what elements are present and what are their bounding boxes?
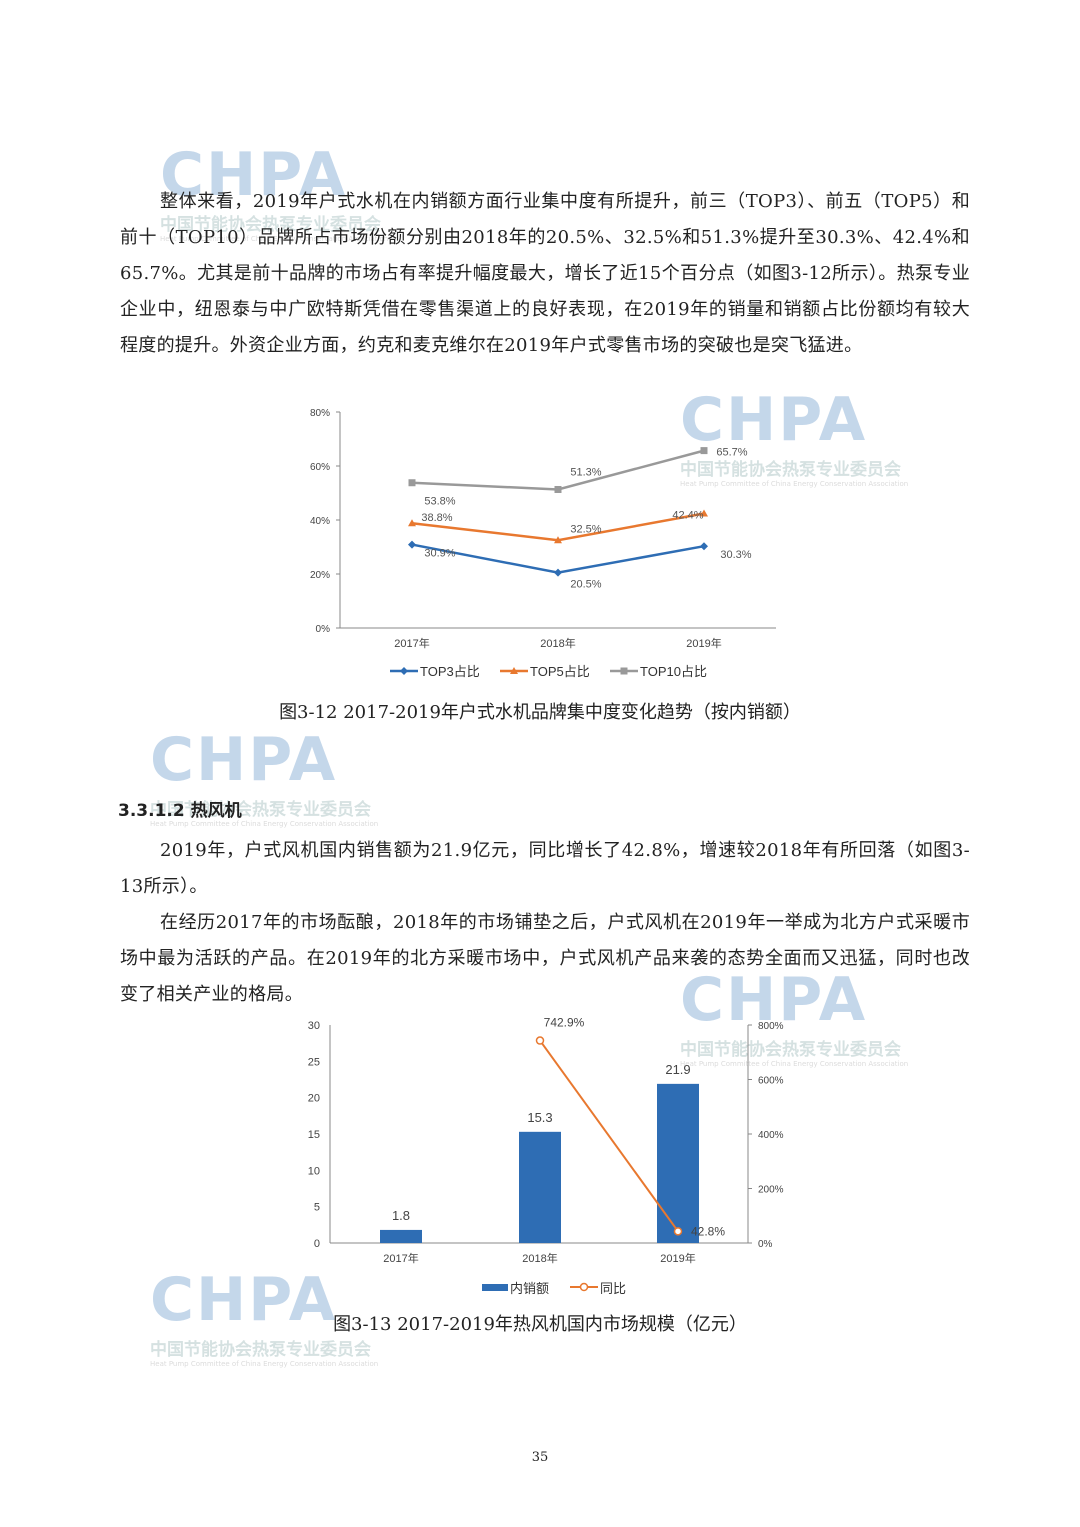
data-label: 20.5% bbox=[570, 579, 601, 591]
x-tick-label: 2017年 bbox=[394, 636, 429, 650]
y-tick-label: 80% bbox=[310, 408, 330, 419]
bar-label: 15.3 bbox=[527, 1110, 552, 1125]
y2-tick-label: 600% bbox=[758, 1076, 784, 1087]
x-tick-label: 2018年 bbox=[540, 636, 575, 650]
figure-caption-3-12: 图3-12 2017-2019年户式水机品牌集中度变化趋势（按内销额） bbox=[279, 702, 801, 723]
legend-label: 同比 bbox=[600, 1281, 626, 1296]
data-label: 51.3% bbox=[570, 466, 601, 478]
data-point bbox=[700, 509, 708, 517]
x-tick-label: 2017年 bbox=[383, 1251, 418, 1265]
legend-marker bbox=[620, 667, 628, 675]
paragraph-1: 整体来看，2019年户式水机在内销额方面行业集中度有所提升，前三（TOP3）、前… bbox=[120, 191, 970, 356]
y-tick-label: 20 bbox=[308, 1093, 320, 1105]
section-heading: 3.3.1.2 热风机 bbox=[118, 801, 242, 821]
y-tick-label: 60% bbox=[310, 462, 330, 473]
data-label: 30.9% bbox=[424, 548, 455, 560]
data-label: 65.7% bbox=[716, 447, 747, 459]
legend-bar-swatch bbox=[482, 1284, 508, 1291]
y-tick-label: 0 bbox=[314, 1238, 320, 1250]
data-point bbox=[408, 479, 416, 487]
y2-tick-label: 200% bbox=[758, 1185, 784, 1196]
legend-marker bbox=[579, 1282, 589, 1292]
x-tick-label: 2019年 bbox=[660, 1251, 695, 1265]
x-tick-label: 2018年 bbox=[522, 1251, 557, 1265]
legend-label: TOP5占比 bbox=[530, 664, 590, 679]
data-label: 53.8% bbox=[424, 496, 455, 508]
y-tick-label: 40% bbox=[310, 516, 330, 527]
data-label: 38.8% bbox=[421, 512, 452, 524]
bar-chart-hot-air-market: 0 5 10 15 20 25 30 0% 200% 400% 600% 800% 2017年 2018年… bbox=[308, 1016, 784, 1296]
line-label: 42.8% bbox=[691, 1224, 725, 1238]
data-point bbox=[700, 447, 708, 455]
y2-tick-label: 0% bbox=[758, 1239, 773, 1250]
legend-marker bbox=[510, 667, 518, 674]
data-point bbox=[554, 485, 562, 493]
data-point bbox=[673, 1227, 683, 1236]
series-line-TOP3占比 bbox=[411, 543, 705, 574]
legend-marker bbox=[400, 667, 408, 675]
y2-tick-label: 400% bbox=[758, 1130, 784, 1141]
y-tick-label: 30 bbox=[308, 1020, 320, 1032]
line-chart-brand-concentration: 0% 20% 40% 60% 80% 2017年 2018年 2019年 30.9% 20.5% 3… bbox=[310, 408, 776, 679]
page-number: 35 bbox=[531, 1450, 549, 1465]
series-line-TOP5占比 bbox=[411, 512, 705, 542]
data-label: 42.4% bbox=[672, 510, 703, 522]
legend-label: TOP10占比 bbox=[640, 664, 707, 679]
data-label: 32.5% bbox=[570, 523, 601, 535]
y-tick-label: 5 bbox=[314, 1202, 320, 1214]
y-tick-label: 25 bbox=[308, 1056, 320, 1068]
legend-label: 内销额 bbox=[510, 1281, 549, 1296]
paragraph-3: 在经历2017年的市场酝酿，2018年的市场铺垫之后，户式风机在2019年一举成… bbox=[120, 912, 970, 1005]
y-tick-label: 0% bbox=[316, 624, 331, 635]
data-point bbox=[535, 1036, 545, 1045]
y-tick-label: 10 bbox=[308, 1165, 320, 1177]
legend-label: TOP3占比 bbox=[420, 664, 480, 679]
figure-caption-3-13: 图3-13 2017-2019年热风机国内市场规模（亿元） bbox=[333, 1314, 747, 1335]
y-tick-label: 15 bbox=[308, 1129, 320, 1141]
bar bbox=[519, 1131, 561, 1243]
y-tick-label: 20% bbox=[310, 570, 330, 581]
data-label: 30.3% bbox=[720, 549, 751, 561]
bar bbox=[380, 1229, 422, 1243]
bar-label: 1.8 bbox=[392, 1208, 410, 1223]
series-line-同比 bbox=[539, 1039, 679, 1232]
data-point bbox=[554, 568, 562, 577]
bar bbox=[657, 1083, 699, 1243]
data-point bbox=[408, 540, 416, 549]
x-tick-label: 2019年 bbox=[686, 636, 721, 650]
bar-label: 21.9 bbox=[665, 1062, 690, 1077]
line-label: 742.9% bbox=[544, 1016, 585, 1030]
data-point bbox=[408, 519, 416, 527]
series-line-TOP10占比 bbox=[411, 449, 705, 491]
paragraph-2: 2019年，户式风机国内销售额为21.9亿元，同比增长了42.8%，增速较201… bbox=[120, 840, 970, 897]
y2-tick-label: 800% bbox=[758, 1021, 784, 1032]
data-point bbox=[700, 542, 708, 551]
data-point bbox=[554, 536, 562, 544]
